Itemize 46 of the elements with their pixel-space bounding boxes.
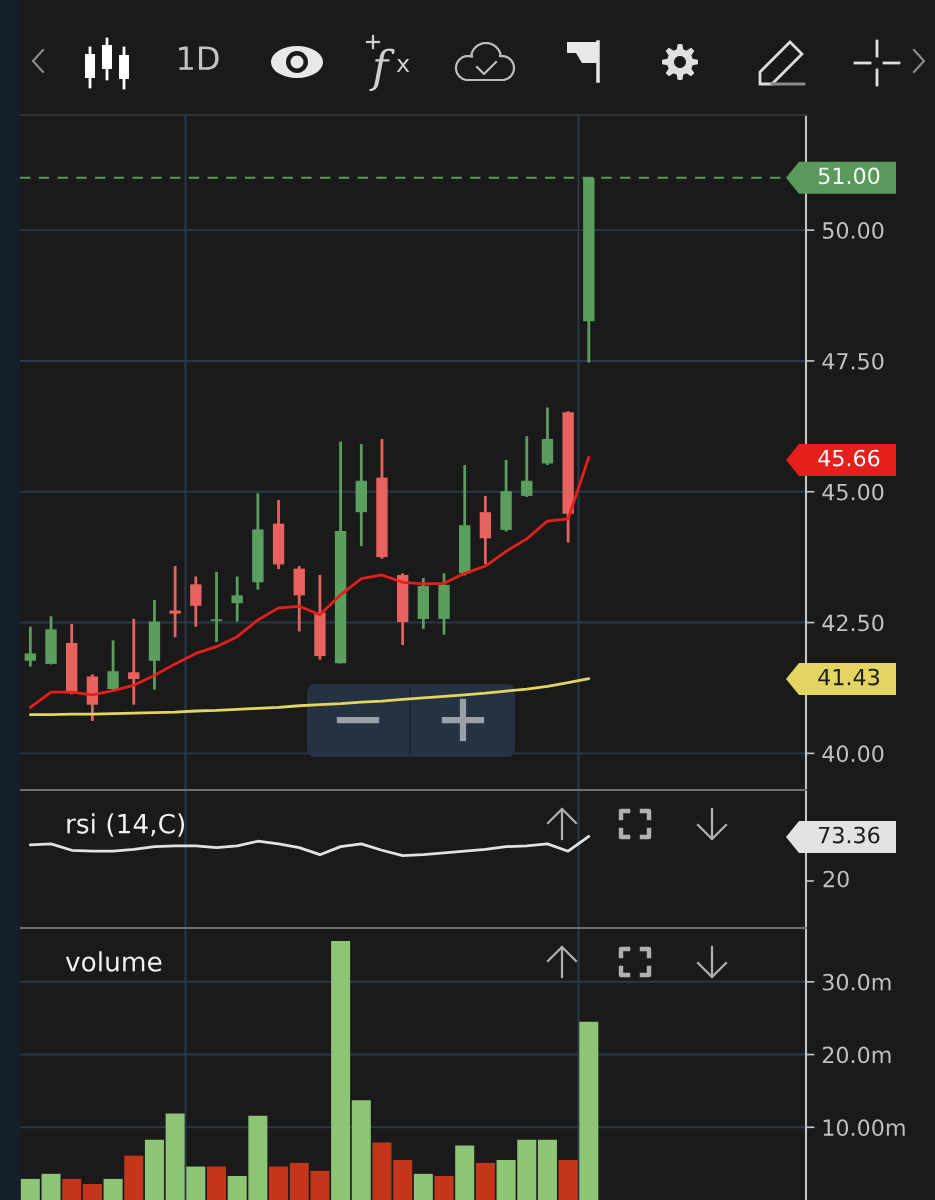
candlestick bbox=[107, 638, 119, 692]
bar bbox=[475, 1162, 495, 1200]
bar bbox=[206, 1166, 227, 1200]
y-tick-label: 30.0m bbox=[822, 973, 891, 991]
candlestick bbox=[210, 570, 223, 644]
line-series bbox=[28, 677, 591, 717]
text: 41.43 bbox=[818, 668, 880, 686]
y-tick-label: 10.00m bbox=[823, 1119, 905, 1137]
y-tick-label: 47.50 bbox=[822, 352, 884, 370]
y-tick-label: 42.50 bbox=[822, 614, 884, 632]
ref-line-label: 51.00 bbox=[818, 167, 880, 185]
bar bbox=[558, 1160, 578, 1200]
text: 73.36 bbox=[819, 826, 880, 844]
bar bbox=[20, 1178, 40, 1200]
bar bbox=[82, 1184, 102, 1200]
text: 20 bbox=[823, 870, 849, 888]
text: 1D bbox=[179, 46, 219, 70]
candlestick bbox=[169, 564, 181, 639]
text: volume bbox=[65, 951, 162, 972]
line-series bbox=[28, 455, 591, 709]
y-tick-label: 50.00 bbox=[822, 222, 884, 239]
bar bbox=[393, 1160, 413, 1200]
text: 45.66 bbox=[818, 449, 880, 467]
y-tick-label: 20.0m bbox=[822, 1046, 891, 1064]
bar bbox=[351, 1100, 371, 1200]
y-tick-label: 45.00 bbox=[822, 483, 884, 501]
bar bbox=[537, 1139, 557, 1200]
bar bbox=[103, 1178, 123, 1200]
bar bbox=[124, 1155, 144, 1200]
y-tick-label: 40.00 bbox=[822, 745, 884, 763]
bar bbox=[455, 1145, 475, 1200]
candlestick bbox=[231, 575, 243, 623]
candlestick bbox=[24, 625, 37, 668]
bar bbox=[372, 1142, 392, 1200]
candlestick bbox=[521, 434, 533, 499]
bar bbox=[413, 1173, 433, 1200]
candlestick bbox=[128, 617, 140, 707]
bar bbox=[434, 1176, 454, 1200]
bar bbox=[579, 1021, 599, 1200]
bar bbox=[62, 1178, 82, 1200]
bar bbox=[331, 941, 351, 1200]
chart-title: rsi (14,C) bbox=[67, 813, 185, 837]
bar bbox=[144, 1139, 164, 1200]
bar bbox=[41, 1173, 61, 1200]
candlestick bbox=[190, 575, 202, 629]
bar bbox=[269, 1166, 289, 1200]
